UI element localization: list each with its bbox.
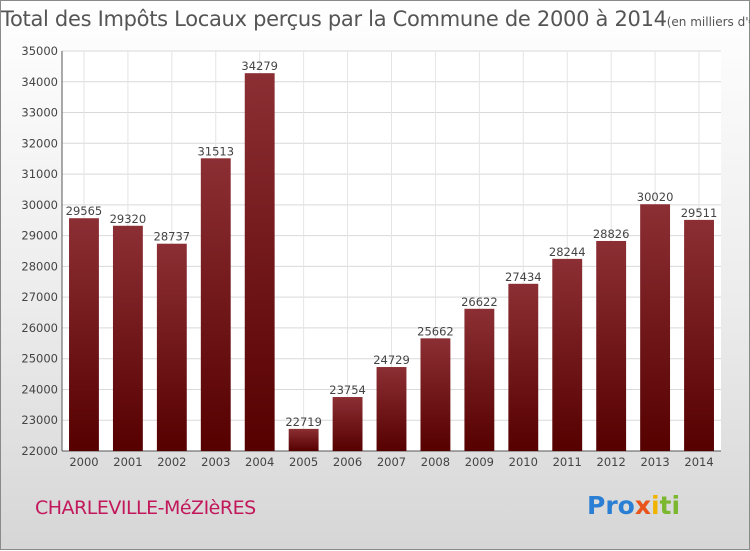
y-tick-label: 34000 xyxy=(21,75,58,89)
logo-part-ti: ti xyxy=(659,491,681,520)
bar-2011 xyxy=(552,258,583,451)
bar-value-label: 34279 xyxy=(241,59,278,73)
x-tick-label: 2008 xyxy=(421,455,450,469)
y-tick-label: 29000 xyxy=(21,229,58,243)
proxiti-logo[interactable]: Proxiti xyxy=(587,491,680,520)
bar-2001 xyxy=(112,225,143,451)
bar-value-label: 28737 xyxy=(154,230,191,244)
bar-value-label: 23754 xyxy=(329,383,366,397)
bar-value-label: 29320 xyxy=(110,212,147,226)
y-tick-label: 22000 xyxy=(21,444,58,458)
bar-2013 xyxy=(640,204,671,451)
x-tick-label: 2009 xyxy=(465,455,494,469)
y-tick-label: 24000 xyxy=(21,382,58,396)
y-tick-label: 32000 xyxy=(21,136,58,150)
x-tick-label: 2006 xyxy=(333,455,362,469)
y-tick-label: 31000 xyxy=(21,167,58,181)
x-tick-label: 2014 xyxy=(684,455,713,469)
y-tick-label: 27000 xyxy=(21,290,58,304)
bar-2008 xyxy=(420,338,451,451)
bar-value-label: 28244 xyxy=(549,245,586,259)
x-tick-label: 2012 xyxy=(597,455,626,469)
bar-2014 xyxy=(684,219,714,451)
bar-value-label: 26622 xyxy=(461,295,498,309)
bar-value-label: 24729 xyxy=(373,353,410,367)
bar-value-label: 31513 xyxy=(197,144,234,158)
bar-value-label: 22719 xyxy=(285,415,322,429)
bar-2003 xyxy=(200,158,231,452)
bar-value-label: 25662 xyxy=(417,324,454,338)
bar-value-label: 30020 xyxy=(637,190,674,204)
chart-title-text: Total des Impôts Locaux perçus par la Co… xyxy=(1,7,667,31)
bar-2005 xyxy=(288,428,319,451)
x-tick-label: 2013 xyxy=(640,455,669,469)
y-tick-label: 35000 xyxy=(21,44,58,58)
chart-title: Total des Impôts Locaux perçus par la Co… xyxy=(1,7,750,31)
y-tick-label: 33000 xyxy=(21,106,58,120)
bar-value-label: 27434 xyxy=(505,270,542,284)
x-tick-label: 2004 xyxy=(245,455,274,469)
x-tick-label: 2000 xyxy=(69,455,98,469)
y-tick-label: 28000 xyxy=(21,259,58,273)
x-tick-label: 2011 xyxy=(553,455,582,469)
bar-value-label: 29565 xyxy=(66,204,103,218)
y-tick-label: 26000 xyxy=(21,321,58,335)
chart-title-unit: (en milliers d'€) xyxy=(666,15,750,29)
x-tick-label: 2003 xyxy=(201,455,230,469)
bar-2012 xyxy=(596,240,627,451)
bar-2010 xyxy=(508,283,539,451)
bar-2006 xyxy=(332,397,363,451)
x-tick-label: 2005 xyxy=(289,455,318,469)
logo-part-pro: Pro xyxy=(587,491,635,520)
y-tick-label: 23000 xyxy=(21,413,58,427)
x-tick-label: 2007 xyxy=(377,455,406,469)
bar-2004 xyxy=(244,73,275,451)
bar-2002 xyxy=(156,243,187,451)
bar-2007 xyxy=(376,367,407,451)
bar-value-label: 28826 xyxy=(593,227,630,241)
bar-2000 xyxy=(69,218,99,451)
x-tick-label: 2010 xyxy=(509,455,538,469)
logo-part-i: i xyxy=(650,491,660,520)
logo-part-x: x xyxy=(634,491,651,520)
commune-name: CHARLEVILLE-MéZIèRES xyxy=(35,497,256,519)
x-tick-label: 2001 xyxy=(113,455,142,469)
bar-value-label: 29511 xyxy=(681,206,718,220)
y-tick-label: 30000 xyxy=(21,198,58,212)
y-tick-label: 25000 xyxy=(21,352,58,366)
x-tick-label: 2002 xyxy=(157,455,186,469)
bar-2009 xyxy=(464,308,495,451)
